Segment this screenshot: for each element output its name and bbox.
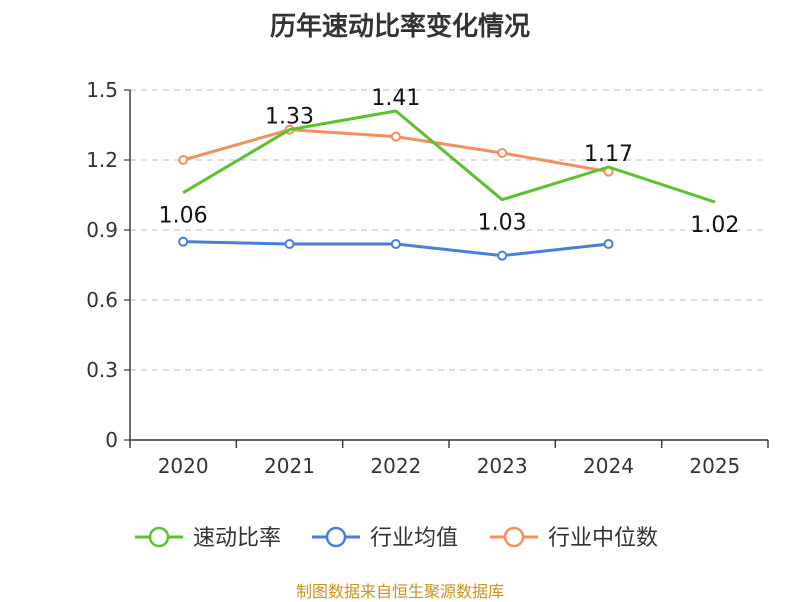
data-point (178, 236, 189, 247)
legend-marker-icon (503, 526, 525, 548)
data-point (284, 239, 295, 249)
series-group (178, 109, 716, 261)
data-point (603, 239, 614, 249)
y-tick-label: 1.2 (86, 148, 118, 172)
data-label: 1.17 (584, 142, 633, 167)
x-tick-label: 2025 (689, 454, 740, 478)
x-tick-label: 2021 (264, 454, 315, 478)
chart-title: 历年速动比率变化情况 (269, 12, 530, 42)
data-label: 1.03 (478, 211, 527, 236)
legend-label: 速动比率 (193, 526, 281, 551)
y-tick-label: 0 (105, 428, 118, 452)
legend-marker-icon (148, 526, 170, 548)
data-point (390, 131, 401, 142)
axes: 0 0.3 0.6 0.9 1.2 1.5 2020 2021 2022 2023 2024 2025 (86, 78, 769, 478)
data-label: 1.41 (371, 86, 420, 111)
series-line-1 (182, 109, 716, 204)
x-tick-label: 2024 (583, 454, 634, 478)
data-labels: 1.06 1.33 1.41 1.03 1.17 1.02 (159, 86, 740, 238)
x-tick-label: 2020 (158, 454, 209, 478)
x-tick-label: 2022 (370, 454, 421, 478)
y-tick-label: 0.6 (86, 288, 118, 312)
legend-label: 行业中位数 (548, 526, 658, 551)
legend-label: 行业均值 (370, 526, 458, 551)
data-point (178, 155, 189, 165)
legend[interactable]: 速动比率 行业均值 行业中位数 (135, 526, 658, 551)
source-note: 制图数据来自恒生聚源数据库 (295, 582, 504, 601)
data-label: 1.02 (690, 213, 739, 238)
data-label: 1.06 (159, 204, 208, 229)
legend-marker-icon (325, 526, 347, 548)
legend-item-1[interactable]: 速动比率 (135, 526, 281, 551)
x-tick-label: 2023 (477, 454, 528, 478)
grid-lines (130, 89, 768, 371)
data-label: 1.33 (265, 105, 314, 130)
legend-item-3[interactable]: 行业中位数 (490, 526, 658, 551)
y-tick-label: 1.5 (86, 78, 118, 102)
y-tick-label: 0.9 (86, 218, 118, 242)
y-tick-label: 0.3 (86, 358, 118, 382)
data-point (390, 239, 401, 249)
data-point (497, 148, 508, 158)
legend-item-2[interactable]: 行业均值 (312, 526, 458, 551)
data-point (497, 250, 508, 261)
